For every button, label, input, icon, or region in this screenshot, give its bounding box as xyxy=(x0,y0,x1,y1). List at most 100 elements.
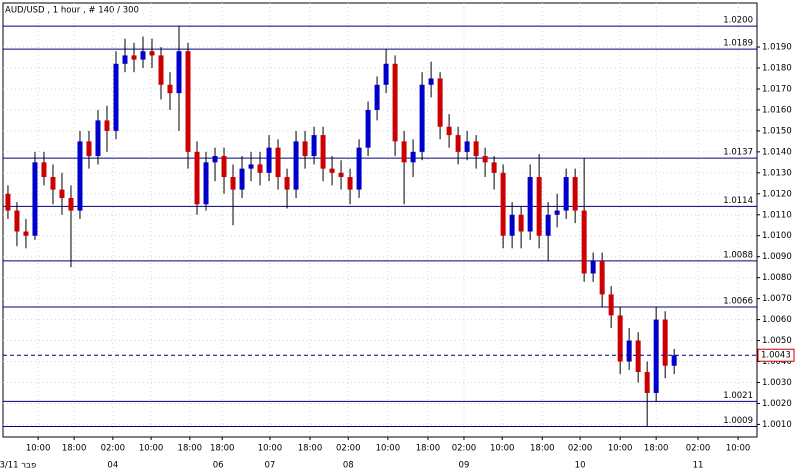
x-tick-label: 10:00 xyxy=(726,444,751,454)
x-tick-label: 18:00 xyxy=(416,444,441,454)
candle-body xyxy=(59,189,65,198)
candle-body xyxy=(239,168,245,190)
x-tick-label: 02:00 xyxy=(568,444,593,454)
candle-body xyxy=(338,172,344,178)
x-tick-label: 02:00 xyxy=(452,444,477,454)
level-label: 1.0088 xyxy=(723,250,753,260)
candle-body xyxy=(464,141,470,152)
candle-body xyxy=(95,120,101,157)
candle-body xyxy=(626,340,632,362)
date-label: 03/11 פבר xyxy=(0,461,36,471)
candle-body xyxy=(104,120,110,131)
level-label: 1.0114 xyxy=(723,196,753,206)
candle-body xyxy=(608,294,614,316)
level-label: 1.0021 xyxy=(723,391,753,401)
y-tick-label: 1.0180 xyxy=(762,63,792,73)
candle-body xyxy=(158,55,164,85)
y-tick-label: 1.0120 xyxy=(762,189,792,199)
x-tick-label: 10:00 xyxy=(376,444,401,454)
candle-body xyxy=(356,147,362,190)
candle-body xyxy=(545,214,551,236)
candle-body xyxy=(662,319,668,366)
candle-body xyxy=(131,55,137,60)
candle-body xyxy=(599,260,605,295)
candle-body xyxy=(14,210,20,232)
candle-body xyxy=(113,63,119,131)
candle-body xyxy=(581,210,587,274)
candle-body xyxy=(149,51,155,56)
x-tick-label: 18:00 xyxy=(644,444,669,454)
date-label: 10 xyxy=(575,461,586,471)
candle-body xyxy=(518,214,524,232)
candle-body xyxy=(383,63,389,85)
candle-body xyxy=(68,197,74,211)
candle-body xyxy=(455,135,461,152)
candle-body xyxy=(266,147,272,173)
candle-body xyxy=(509,214,515,236)
candle-body xyxy=(167,84,173,94)
candle-body xyxy=(527,177,533,232)
x-tick-label: 10:00 xyxy=(26,444,51,454)
date-label: 07 xyxy=(265,461,276,471)
candle-body xyxy=(122,55,128,64)
level-label: 1.0189 xyxy=(723,39,753,49)
x-tick-label: 02:00 xyxy=(336,444,361,454)
x-tick-label: 18:00 xyxy=(210,444,235,454)
y-tick-label: 1.0010 xyxy=(762,420,792,430)
candle-body xyxy=(77,141,83,211)
x-tick-label: 10:00 xyxy=(490,444,515,454)
level-label: 1.0137 xyxy=(723,148,753,158)
candle-body xyxy=(617,315,623,362)
candle-body xyxy=(590,260,596,274)
date-label: 11 xyxy=(693,461,704,471)
candle-body xyxy=(392,63,398,142)
level-label: 1.0200 xyxy=(723,16,753,26)
x-tick-label: 18:00 xyxy=(62,444,87,454)
candle-body xyxy=(311,135,317,157)
candle-body xyxy=(653,319,659,393)
candle-body xyxy=(212,156,218,163)
candle-body xyxy=(41,162,47,178)
candle-body xyxy=(365,109,371,148)
x-tick-label: 18:00 xyxy=(178,444,203,454)
candle-body xyxy=(347,177,353,190)
candle-body xyxy=(203,162,209,205)
y-tick-label: 1.0190 xyxy=(762,43,792,53)
x-tick-label: 02:00 xyxy=(101,444,126,454)
date-label: 09 xyxy=(459,461,470,471)
candle-body xyxy=(536,177,542,236)
chart-title: AUD/USD , 1 hour , # 140 / 300 xyxy=(5,6,139,16)
candle-body xyxy=(293,141,299,190)
x-tick-label: 02:00 xyxy=(686,444,711,454)
candle-body xyxy=(554,210,560,215)
candle-body xyxy=(140,51,146,60)
candle-body xyxy=(428,78,434,85)
candle-body xyxy=(635,340,641,373)
date-label: 06 xyxy=(213,461,224,471)
y-tick-label: 1.0160 xyxy=(762,105,792,115)
candle-body xyxy=(329,168,335,173)
candle-body xyxy=(275,147,281,178)
x-tick-label: 10:00 xyxy=(608,444,633,454)
x-tick-label: 18:00 xyxy=(530,444,555,454)
y-tick-label: 1.0100 xyxy=(762,231,792,241)
candle-body xyxy=(221,156,227,178)
x-tick-label: 10:00 xyxy=(258,444,283,454)
y-tick-label: 1.0170 xyxy=(762,84,792,94)
date-label: 08 xyxy=(343,461,354,471)
candle-body xyxy=(500,172,506,236)
candle-body xyxy=(563,177,569,211)
y-tick-label: 1.0040 xyxy=(762,357,792,367)
candle-body xyxy=(284,177,290,190)
candle-body xyxy=(671,355,677,366)
level-label: 1.0066 xyxy=(723,297,753,307)
y-tick-label: 1.0130 xyxy=(762,168,792,178)
candle-body xyxy=(446,126,452,136)
candle-body xyxy=(257,164,263,173)
y-tick-label: 1.0020 xyxy=(762,399,792,409)
y-tick-label: 1.0110 xyxy=(762,210,792,220)
x-tick-label: 10:00 xyxy=(139,444,164,454)
candle-body xyxy=(23,231,29,236)
y-tick-label: 1.0140 xyxy=(762,147,792,157)
candle-body xyxy=(32,162,38,236)
